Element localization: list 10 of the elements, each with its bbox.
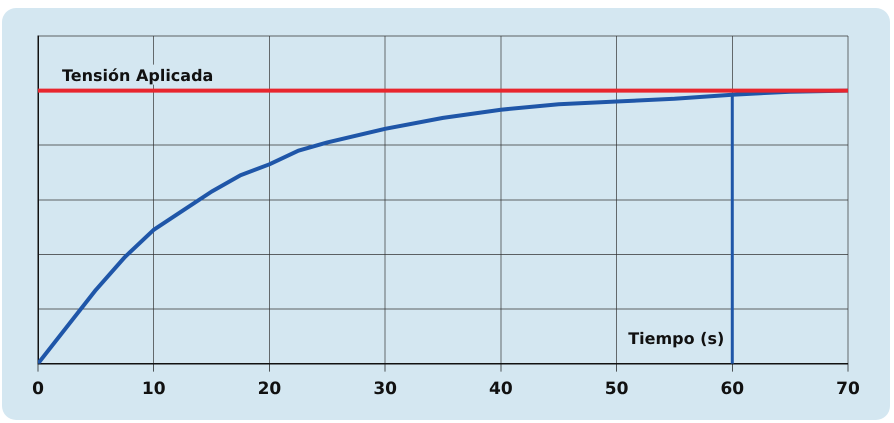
x-tick-label: 0 <box>32 379 44 400</box>
x-tick-label: 60 <box>720 379 744 400</box>
x-tick-label: 10 <box>142 379 166 400</box>
x-tick-label: 40 <box>489 379 513 400</box>
x-axis-title: Tiempo (s) <box>628 328 724 348</box>
x-tick-label: 50 <box>604 379 629 400</box>
x-tick-label: 70 <box>836 379 860 400</box>
x-tick-label: 30 <box>373 379 398 400</box>
x-tick-label: 20 <box>258 379 282 400</box>
ref-line-label: Tensión Aplicada <box>62 66 214 85</box>
